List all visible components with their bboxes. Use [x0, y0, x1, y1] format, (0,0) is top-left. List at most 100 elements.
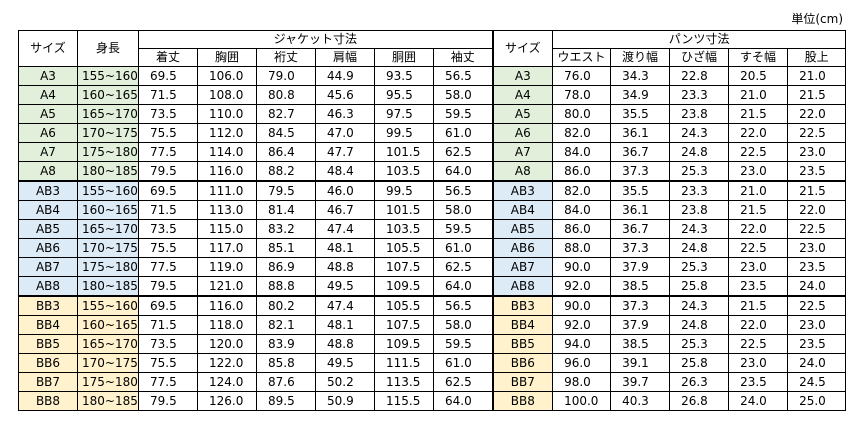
table-cell: 58.0: [432, 85, 494, 105]
table-cell: 23.3: [669, 85, 730, 105]
table-cell: 23.0: [728, 161, 789, 182]
table-cell: 180~185: [77, 391, 139, 411]
table-cell: BB8: [492, 391, 554, 411]
table-cell: 90.0: [552, 295, 612, 316]
table-cell: 80.0: [552, 104, 612, 124]
table-row: AB8 180~185 79.5 121.0 88.8 49.5 109.5 64.0 AB8 9…: [18, 276, 847, 297]
table-cell: 38.5: [610, 276, 671, 297]
table-cell: 69.5: [138, 180, 198, 201]
table-row: AB6 170~175 75.5 117.0 85.1 48.1 105.5 61.0 AB6 8…: [18, 238, 847, 258]
table-cell: BB3: [18, 295, 78, 316]
table-cell: 81.4: [256, 200, 316, 220]
table-cell: 122.0: [197, 353, 257, 373]
table-cell: 64.0: [432, 161, 494, 182]
table-cell: 84.5: [256, 123, 316, 143]
table-cell: 109.5: [374, 334, 434, 354]
table-cell: A4: [18, 85, 78, 105]
table-cell: 87.6: [256, 372, 316, 392]
table-row: A6 170~175 75.5 112.0 84.5 47.0 99.5 61.0 A6 82.0…: [18, 123, 847, 143]
table-cell: 37.3: [610, 238, 671, 258]
table-cell: 25.0: [787, 391, 847, 411]
table-cell: 59.5: [432, 334, 494, 354]
table-cell: 79.0: [256, 66, 316, 86]
table-cell: 170~175: [77, 238, 139, 258]
table-cell: BB8: [18, 391, 78, 411]
table-cell: 23.5: [728, 372, 789, 392]
table-cell: 56.5: [432, 295, 494, 316]
table-cell: 22.0: [728, 219, 789, 239]
table-cell: AB4: [492, 200, 554, 220]
table-cell: 82.1: [256, 315, 316, 335]
table-cell: 45.6: [315, 85, 375, 105]
table-cell: 37.9: [610, 257, 671, 277]
table-cell: 36.7: [610, 142, 671, 162]
header-cell: 着丈: [138, 48, 198, 67]
table-cell: 82.0: [552, 180, 612, 201]
table-cell: 22.0: [728, 123, 789, 143]
table-cell: 79.5: [138, 391, 198, 411]
table-row: BB3 155~160 69.5 116.0 80.2 47.4 105.5 56.5 BB3 9…: [18, 295, 847, 316]
table-cell: 22.5: [728, 142, 789, 162]
table-cell: 92.0: [552, 315, 612, 335]
table-cell: 62.5: [432, 142, 494, 162]
header-cell: 胸囲: [197, 48, 257, 67]
table-cell: 39.1: [610, 353, 671, 373]
table-cell: AB8: [492, 276, 554, 297]
table-cell: 86.4: [256, 142, 316, 162]
table-cell: 24.0: [728, 391, 789, 411]
table-cell: 175~180: [77, 372, 139, 392]
header-cell: 裄丈: [256, 48, 316, 67]
table-cell: 24.3: [669, 295, 730, 316]
table-cell: 61.0: [432, 353, 494, 373]
table-cell: 118.0: [197, 315, 257, 335]
table-cell: 21.0: [728, 180, 789, 201]
table-cell: 95.5: [374, 85, 434, 105]
table-cell: BB5: [18, 334, 78, 354]
table-cell: AB8: [18, 276, 78, 297]
table-cell: 92.0: [552, 276, 612, 297]
table-cell: AB5: [18, 219, 78, 239]
table-cell: 24.5: [787, 372, 847, 392]
header-group: パンツ寸法: [552, 30, 847, 49]
table-cell: 119.0: [197, 257, 257, 277]
table-cell: A3: [492, 66, 554, 86]
table-cell: AB7: [492, 257, 554, 277]
table-cell: 35.5: [610, 180, 671, 201]
table-cell: 115.5: [374, 391, 434, 411]
table-cell: 113.0: [197, 200, 257, 220]
table-cell: 26.8: [669, 391, 730, 411]
table-cell: A6: [492, 123, 554, 143]
table-cell: 23.0: [728, 353, 789, 373]
table-cell: 23.0: [728, 257, 789, 277]
table-cell: A8: [492, 161, 554, 182]
header-cell: 肩幅: [315, 48, 375, 67]
table-cell: A3: [18, 66, 78, 86]
table-cell: 180~185: [77, 161, 139, 182]
table-cell: 20.5: [728, 66, 789, 86]
header-row: サイズ 身長 ジャケット寸法 サイズ パンツ寸法: [18, 30, 847, 67]
table-cell: 160~165: [77, 315, 139, 335]
table-cell: 126.0: [197, 391, 257, 411]
table-cell: 85.1: [256, 238, 316, 258]
table-cell: 21.0: [787, 66, 847, 86]
header-row: 着丈 胸囲 裄丈 肩幅 胴囲 袖丈 ウエスト 渡り幅 ひざ幅 すそ幅 股上: [19, 48, 847, 67]
table-cell: 79.5: [256, 180, 316, 201]
table-cell: 23.3: [669, 180, 730, 201]
table-cell: 48.1: [315, 315, 375, 335]
table-cell: 180~185: [77, 276, 139, 297]
table-cell: 107.5: [374, 315, 434, 335]
table-cell: 106.0: [197, 66, 257, 86]
table-row: AB5 165~170 73.5 115.0 83.2 47.4 103.5 59.5 AB5 8…: [18, 219, 847, 239]
table-cell: 160~165: [77, 200, 139, 220]
table-cell: 155~160: [77, 66, 139, 86]
header-group: ジャケット寸法: [137, 30, 494, 49]
table-cell: 100.0: [552, 391, 612, 411]
header-cell: 渡り幅: [610, 48, 671, 67]
table-cell: 105.5: [374, 295, 434, 316]
table-cell: 23.8: [669, 200, 730, 220]
table-cell: 79.5: [138, 161, 198, 182]
table-cell: 98.0: [552, 372, 612, 392]
table-cell: 108.0: [197, 85, 257, 105]
table-cell: 23.0: [787, 142, 847, 162]
